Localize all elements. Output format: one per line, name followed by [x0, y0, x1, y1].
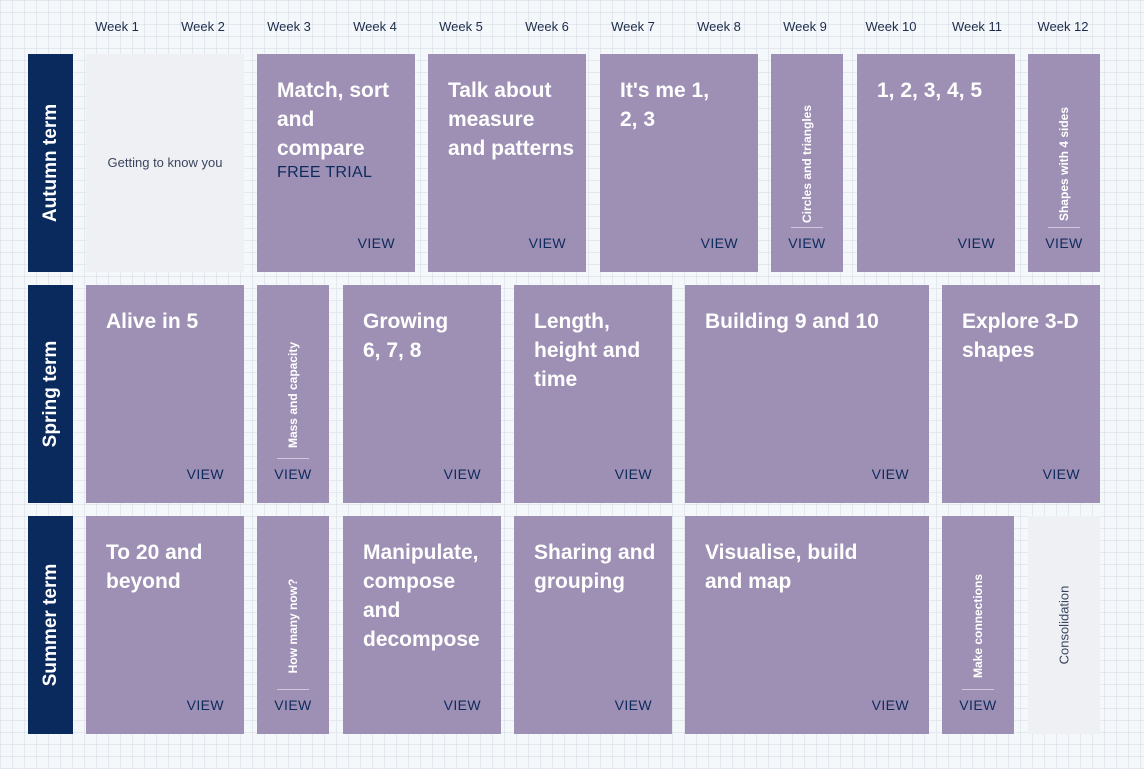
view-link[interactable]: VIEW	[186, 697, 224, 713]
view-link[interactable]: VIEW	[357, 235, 395, 251]
term-label-summer: Summer term	[28, 516, 73, 734]
card-title: Mass and capacity	[286, 341, 300, 449]
card-explore-3d-shapes[interactable]: Explore 3-D shapes VIEW	[942, 285, 1100, 503]
term-label-autumn: Autumn term	[28, 54, 73, 272]
card-mass-capacity[interactable]: Mass and capacity VIEW	[257, 285, 329, 503]
view-link[interactable]: VIEW	[1045, 235, 1083, 251]
card-title: Growing 6, 7, 8	[363, 310, 449, 362]
card-alive-in-5[interactable]: Alive in 5 VIEW	[86, 285, 244, 503]
card-visualise-build-map[interactable]: Visualise, build and map VIEW	[685, 516, 929, 734]
card-match-sort-compare[interactable]: Match, sort and compare FREE TRIAL VIEW	[257, 54, 415, 272]
card-manipulate-compose[interactable]: Manipulate, compose and decompose VIEW	[343, 516, 501, 734]
week-header-7: Week 7	[611, 19, 655, 34]
week-header-2: Week 2	[181, 19, 225, 34]
card-title: Building 9 and 10	[705, 310, 879, 333]
card-building-9-10[interactable]: Building 9 and 10 VIEW	[685, 285, 929, 503]
card-title: Talk about measure and patterns	[448, 79, 575, 160]
card-talk-about-measure[interactable]: Talk about measure and patterns VIEW	[428, 54, 586, 272]
card-title: Explore 3-D shapes	[962, 310, 1079, 362]
card-title: Circles and triangles	[800, 104, 814, 224]
week-header-1: Week 1	[95, 19, 139, 34]
card-shapes-4-sides[interactable]: Shapes with 4 sides VIEW	[1028, 54, 1100, 272]
card-make-connections[interactable]: Make connections VIEW	[942, 516, 1014, 734]
view-link[interactable]: VIEW	[788, 235, 826, 251]
term-label-spring: Spring term	[28, 285, 73, 503]
view-link[interactable]: VIEW	[274, 697, 312, 713]
card-title: Sharing and grouping	[534, 541, 656, 593]
view-link[interactable]: VIEW	[443, 466, 481, 482]
card-title: Visualise, build and map	[705, 541, 858, 593]
card-12345[interactable]: 1, 2, 3, 4, 5 VIEW	[857, 54, 1015, 272]
card-title: It's me 1, 2, 3	[620, 79, 710, 131]
view-link[interactable]: VIEW	[959, 697, 997, 713]
card-length-height-time[interactable]: Length, height and time VIEW	[514, 285, 672, 503]
divider	[277, 689, 309, 690]
card-consolidation[interactable]: Consolidation	[1028, 516, 1100, 734]
card-its-me-123[interactable]: It's me 1, 2, 3 VIEW	[600, 54, 758, 272]
view-link[interactable]: VIEW	[186, 466, 224, 482]
week-header-6: Week 6	[525, 19, 569, 34]
view-link[interactable]: VIEW	[443, 697, 481, 713]
card-sharing-grouping[interactable]: Sharing and grouping VIEW	[514, 516, 672, 734]
divider	[1048, 227, 1080, 228]
term-label-text: Summer term	[39, 563, 61, 687]
card-title: How many now?	[286, 578, 300, 674]
card-getting-to-know-you[interactable]: Getting to know you	[86, 54, 244, 272]
week-header-8: Week 8	[697, 19, 741, 34]
week-header-10: Week 10	[865, 19, 917, 34]
card-title: Match, sort and compare FREE TRIAL	[277, 76, 405, 183]
card-title: Make connections	[971, 573, 985, 679]
card-title: Manipulate, compose and decompose	[363, 541, 480, 651]
card-to-20-beyond[interactable]: To 20 and beyond VIEW	[86, 516, 244, 734]
term-label-text: Spring term	[39, 340, 61, 448]
divider	[962, 689, 994, 690]
view-link[interactable]: VIEW	[871, 697, 909, 713]
week-header-11: Week 11	[951, 19, 1003, 34]
week-header-4: Week 4	[353, 19, 397, 34]
card-how-many-now[interactable]: How many now? VIEW	[257, 516, 329, 734]
card-title: To 20 and beyond	[106, 541, 203, 593]
view-link[interactable]: VIEW	[614, 466, 652, 482]
view-link[interactable]: VIEW	[528, 235, 566, 251]
card-title-text: Match, sort and compare	[277, 79, 390, 160]
view-link[interactable]: VIEW	[1042, 466, 1080, 482]
card-title: Shapes with 4 sides	[1057, 106, 1071, 222]
term-label-text: Autumn term	[39, 103, 61, 223]
free-trial-badge: FREE TRIAL	[277, 164, 373, 181]
view-link[interactable]: VIEW	[957, 235, 995, 251]
view-link[interactable]: VIEW	[871, 466, 909, 482]
week-header-3: Week 3	[267, 19, 311, 34]
divider	[791, 227, 823, 228]
week-header-9: Week 9	[783, 19, 827, 34]
view-link[interactable]: VIEW	[274, 466, 312, 482]
divider	[277, 458, 309, 459]
card-circles-triangles[interactable]: Circles and triangles VIEW	[771, 54, 843, 272]
card-title: 1, 2, 3, 4, 5	[877, 79, 983, 102]
view-link[interactable]: VIEW	[614, 697, 652, 713]
card-title: Alive in 5	[106, 310, 199, 333]
card-title: Consolidation	[1056, 585, 1072, 665]
week-header-12: Week 12	[1037, 19, 1089, 34]
card-title: Length, height and time	[534, 310, 641, 391]
view-link[interactable]: VIEW	[700, 235, 738, 251]
card-title: Getting to know you	[107, 155, 223, 170]
card-growing-678[interactable]: Growing 6, 7, 8 VIEW	[343, 285, 501, 503]
week-header-5: Week 5	[439, 19, 483, 34]
